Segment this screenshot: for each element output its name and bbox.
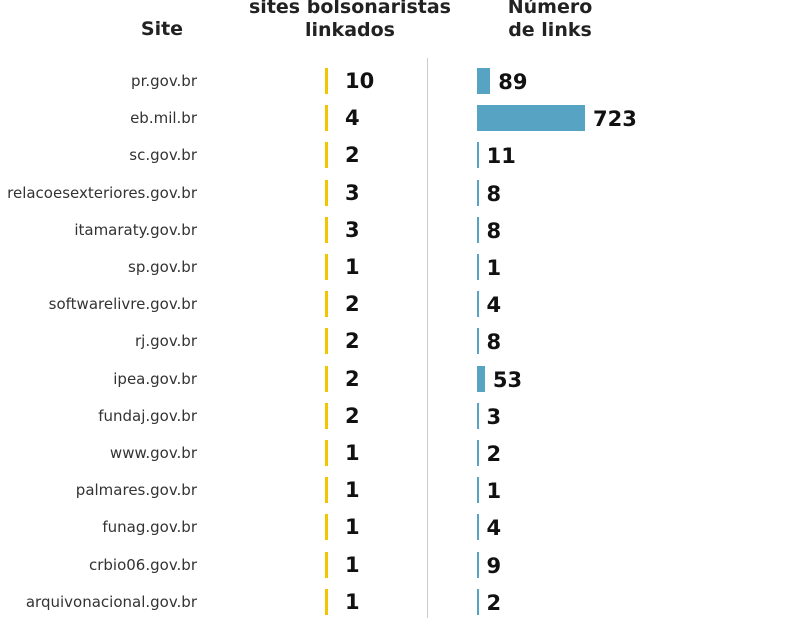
site-links-chart: Site sites bolsonaristas linkados Número… <box>7 0 637 618</box>
header-sites-line2: linkados <box>305 19 395 41</box>
sites-linked-bar <box>325 254 328 280</box>
sites-linked-bar <box>325 365 328 392</box>
site-name: relacoesexteriores.gov.br <box>7 183 197 202</box>
link-count-bar <box>477 216 479 243</box>
sites-linked-value: 1 <box>345 441 360 465</box>
sites-linked-bar <box>325 142 328 169</box>
link-count-value: 4 <box>486 293 502 318</box>
site-name: sc.gov.br <box>129 146 197 165</box>
site-name: eb.mil.br <box>130 109 197 128</box>
site-name: ipea.gov.br <box>113 369 197 388</box>
link-count-bar <box>477 179 479 206</box>
sites-linked-bar <box>325 402 328 429</box>
link-count-bar <box>477 551 479 578</box>
link-count-value: 8 <box>486 330 502 355</box>
link-count-bar <box>477 105 585 132</box>
link-count-value: 11 <box>486 144 516 169</box>
site-name: palmares.gov.br <box>75 481 197 500</box>
link-count-value: 2 <box>486 590 502 615</box>
header-links-line2: de links <box>508 19 592 41</box>
link-count-value: 89 <box>498 70 528 94</box>
link-count-bar <box>477 254 479 280</box>
site-name: fundaj.gov.br <box>98 406 197 425</box>
link-count-value: 8 <box>486 181 502 206</box>
link-count-bar <box>477 328 479 355</box>
link-count-bar <box>477 68 491 94</box>
sites-linked-value: 2 <box>345 143 360 168</box>
site-name: www.gov.br <box>109 444 197 462</box>
site-name: crbio06.gov.br <box>88 555 197 574</box>
link-count-value: 723 <box>593 107 637 132</box>
sites-linked-bar <box>325 328 328 355</box>
sites-linked-value: 10 <box>345 69 375 93</box>
sites-linked-value: 2 <box>345 329 360 354</box>
sites-linked-bar <box>325 440 328 466</box>
link-count-bar <box>477 440 479 466</box>
site-name: itamaraty.gov.br <box>74 220 197 239</box>
link-count-bar <box>477 365 485 392</box>
sites-linked-bar <box>325 588 328 615</box>
header-links-line1: Número <box>507 0 593 18</box>
site-name: softwarelivre.gov.br <box>48 295 197 314</box>
header-sites-linked: sites bolsonaristas linkados <box>240 0 460 42</box>
sites-linked-value: 3 <box>345 180 360 205</box>
sites-linked-bar <box>325 68 328 94</box>
sites-linked-value: 1 <box>345 589 360 614</box>
link-count-value: 1 <box>486 479 502 504</box>
site-name: sp.gov.br <box>128 258 197 276</box>
link-count-value: 8 <box>486 218 502 243</box>
link-count-bar <box>477 588 479 615</box>
sites-linked-bar <box>325 216 328 243</box>
link-count-bar <box>477 291 479 318</box>
link-count-value: 9 <box>486 553 502 578</box>
header-sites-line1: sites bolsonaristas <box>249 0 451 18</box>
link-count-bar <box>477 402 479 429</box>
sites-linked-value: 3 <box>345 217 360 242</box>
sites-linked-value: 1 <box>345 478 360 503</box>
sites-linked-value: 2 <box>345 403 360 428</box>
site-name: arquivonacional.gov.br <box>25 592 197 611</box>
site-name: pr.gov.br <box>131 72 197 90</box>
header-link-count: Número de links <box>470 0 630 42</box>
link-count-value: 53 <box>492 367 523 392</box>
link-count-value: 1 <box>486 256 502 280</box>
link-count-bar <box>477 142 479 169</box>
sites-linked-bar <box>325 179 328 206</box>
sites-linked-bar <box>325 551 328 578</box>
header-site: Site <box>112 18 212 41</box>
site-name: rj.gov.br <box>135 332 197 351</box>
sites-linked-value: 2 <box>345 366 360 391</box>
sites-linked-value: 1 <box>345 515 360 540</box>
sites-linked-value: 2 <box>345 292 360 317</box>
sites-linked-bar <box>325 514 328 541</box>
sites-linked-value: 1 <box>345 255 360 279</box>
link-count-value: 4 <box>486 516 502 541</box>
column-divider <box>427 58 428 618</box>
link-count-bar <box>477 477 479 504</box>
sites-linked-bar <box>325 477 328 504</box>
link-count-bar <box>477 514 479 541</box>
site-name: funag.gov.br <box>102 518 197 537</box>
sites-linked-bar <box>325 105 328 132</box>
link-count-value: 2 <box>486 442 502 466</box>
sites-linked-value: 1 <box>345 552 360 577</box>
sites-linked-bar <box>325 291 328 318</box>
sites-linked-value: 4 <box>345 106 360 131</box>
header-site-label: Site <box>140 18 184 40</box>
link-count-value: 3 <box>486 404 502 429</box>
